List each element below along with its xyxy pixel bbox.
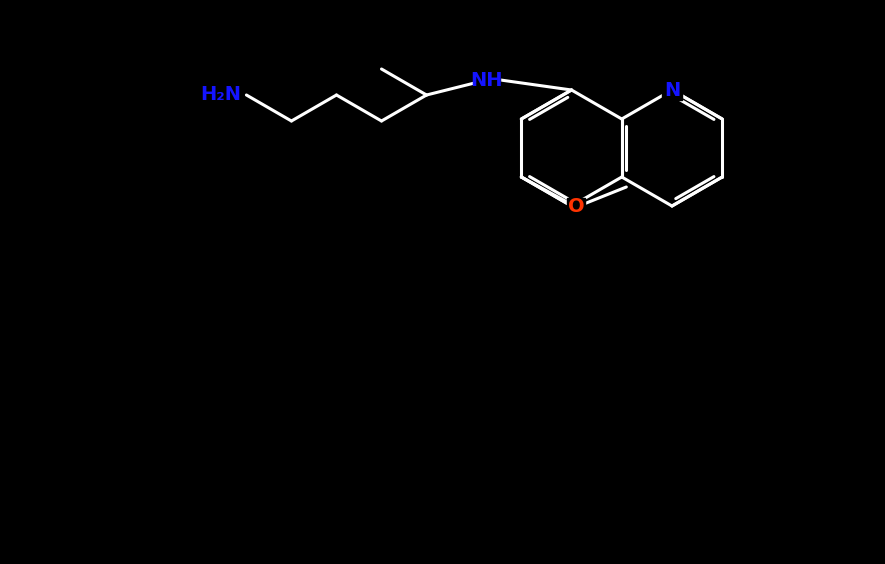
Text: H₂N: H₂N bbox=[200, 86, 242, 104]
Bar bbox=[567, 198, 585, 216]
Text: N: N bbox=[664, 81, 681, 99]
Text: O: O bbox=[568, 197, 585, 217]
Text: NH: NH bbox=[470, 70, 503, 90]
Bar bbox=[473, 70, 499, 90]
Bar bbox=[662, 80, 682, 100]
